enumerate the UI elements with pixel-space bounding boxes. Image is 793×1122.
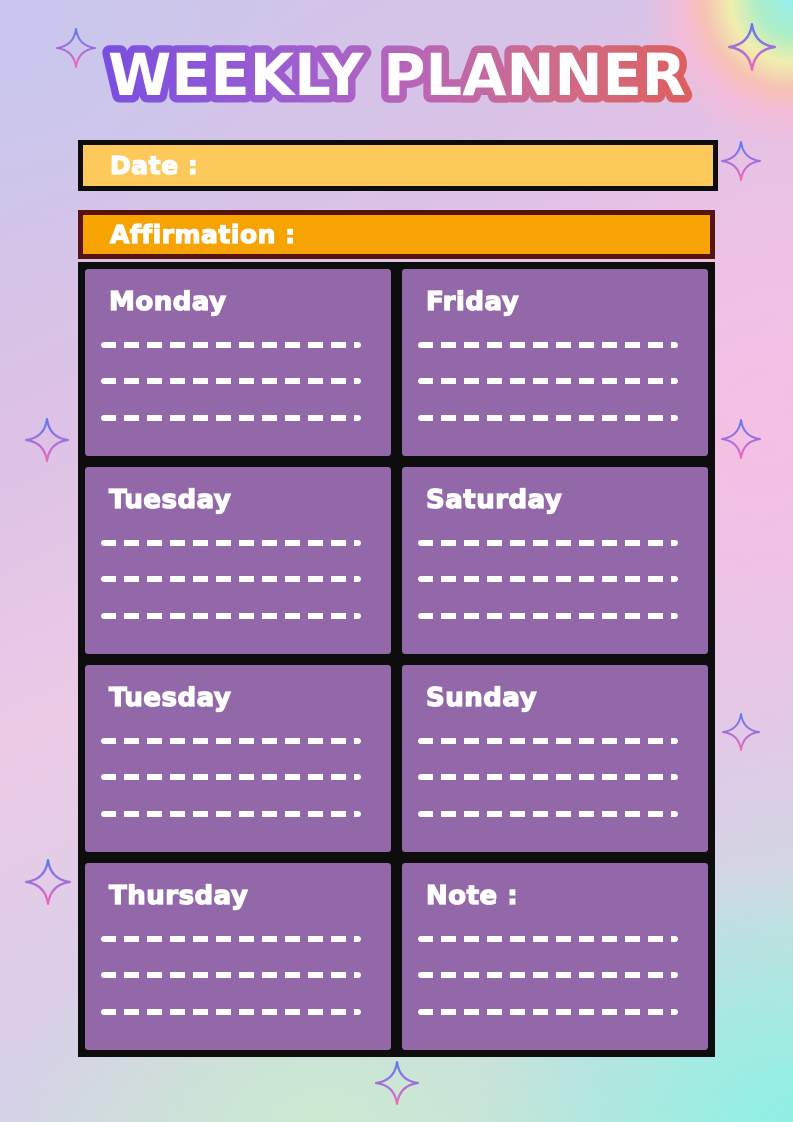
note-cell-title: Note :: [425, 880, 519, 911]
write-line: [101, 936, 361, 943]
sparkle-icon: [721, 141, 761, 181]
page-title-wrap: WEEKLY PLANNER: [0, 32, 793, 118]
write-line: [101, 576, 361, 583]
write-line: [418, 414, 678, 421]
sparkle-icon: [25, 859, 71, 905]
write-line: [101, 774, 361, 781]
page-title: WEEKLY PLANNER: [108, 41, 686, 109]
note-cell-lines: [418, 911, 678, 1036]
day-cell-title: Monday: [108, 286, 227, 317]
write-line: [101, 738, 361, 745]
day-cell-title: Tuesday: [108, 484, 232, 515]
day-cell-friday: Friday: [402, 269, 708, 456]
day-cell-lines: [418, 515, 678, 640]
planner-grid: Monday Friday Tuesday Satu: [78, 262, 715, 1057]
affirmation-label: Affirmation :: [109, 219, 296, 249]
sparkle-icon: [25, 418, 69, 462]
day-cell-tuesday-2: Tuesday: [85, 665, 391, 852]
day-cell-lines: [418, 713, 678, 838]
write-line: [418, 342, 678, 349]
day-cell-tuesday: Tuesday: [85, 467, 391, 654]
write-line: [101, 810, 361, 817]
day-cell-saturday: Saturday: [402, 467, 708, 654]
day-cell-lines: [101, 515, 361, 640]
write-line: [418, 936, 678, 943]
write-line: [418, 1008, 678, 1015]
day-cell-monday: Monday: [85, 269, 391, 456]
write-line: [418, 738, 678, 745]
write-line: [418, 378, 678, 385]
write-line: [101, 414, 361, 421]
affirmation-bar: Affirmation :: [78, 210, 715, 259]
page-title-art: WEEKLY PLANNER: [100, 34, 693, 115]
day-cell-title: Thursday: [108, 880, 249, 911]
write-line: [418, 972, 678, 979]
day-cell-title: Tuesday: [108, 682, 232, 713]
date-bar: Date :: [78, 140, 718, 191]
day-cell-lines: [101, 713, 361, 838]
day-cell-lines: [418, 317, 678, 442]
write-line: [101, 612, 361, 619]
sparkle-icon: [721, 419, 761, 459]
write-line: [101, 972, 361, 979]
sparkle-icon: [375, 1061, 419, 1105]
write-line: [418, 612, 678, 619]
day-cell-title: Saturday: [425, 484, 563, 515]
sparkle-icon: [722, 713, 760, 751]
write-line: [101, 342, 361, 349]
write-line: [101, 378, 361, 385]
day-cell-thursday: Thursday: [85, 863, 391, 1050]
date-label: Date :: [109, 150, 199, 180]
day-cell-title: Friday: [425, 286, 520, 317]
write-line: [418, 540, 678, 547]
day-cell-sunday: Sunday: [402, 665, 708, 852]
note-cell: Note :: [402, 863, 708, 1050]
write-line: [418, 576, 678, 583]
write-line: [101, 540, 361, 547]
write-line: [418, 810, 678, 817]
day-cell-lines: [101, 911, 361, 1036]
day-cell-title: Sunday: [425, 682, 538, 713]
day-cell-lines: [101, 317, 361, 442]
write-line: [418, 774, 678, 781]
write-line: [101, 1008, 361, 1015]
